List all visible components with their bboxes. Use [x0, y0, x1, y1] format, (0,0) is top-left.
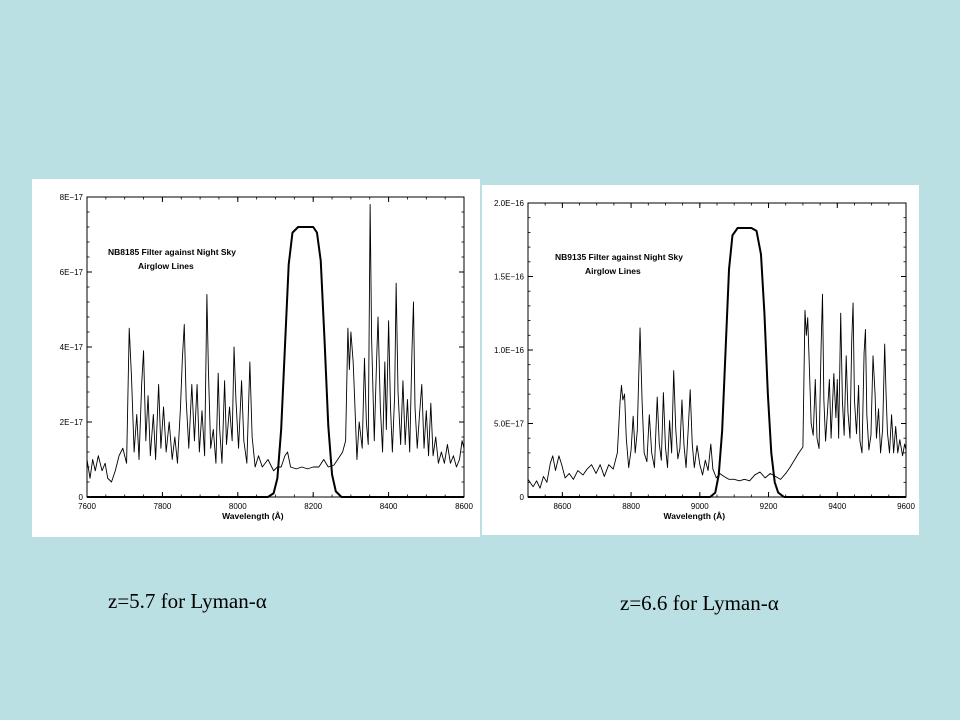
right-airglow-spectrum [527, 293, 907, 489]
right-ytick-label: 1.0E−16 [494, 346, 525, 355]
right-caption: z=6.6 for Lyman-α [620, 591, 779, 615]
right-ytick-label: 1.5E−16 [494, 273, 525, 282]
left-plot-frame [86, 196, 465, 498]
left-ytick-label: 2E−17 [60, 418, 84, 427]
left-filter-curve [87, 226, 464, 498]
left-xtick-label: 8600 [455, 502, 473, 511]
left-xtick-label: 8400 [380, 502, 398, 511]
right-spectrum-chart: 8600 8800 9000 9200 9400 9600 0 5.0E−17 1.0E−16 1… [494, 199, 915, 521]
left-spectrum-chart: 7600 7800 8000 8200 8400 8600 0 2E−17 4E−17 6E−17… [60, 193, 474, 521]
right-chart-panel: 8600 8800 9000 9200 9400 9600 0 5.0E−17 1.0E−16 1… [482, 185, 919, 535]
right-xtick-label: 9600 [897, 502, 915, 511]
right-annotation-line: NB9135 Filter against Night Sky [555, 252, 683, 262]
left-caption: z=5.7 for Lyman-α [108, 589, 267, 613]
right-xtick-label: 9000 [691, 502, 709, 511]
left-annotation-line: NB8185 Filter against Night Sky [108, 247, 236, 257]
left-ytick-label: 6E−17 [60, 268, 84, 277]
left-xtick-label: 7600 [78, 502, 96, 511]
right-ytick-label: 0 [520, 493, 525, 502]
left-ytick-label: 0 [79, 493, 84, 502]
left-ytick-label: 4E−17 [60, 343, 84, 352]
right-ytick-label: 2.0E−16 [494, 199, 525, 208]
right-annotation-line: Airglow Lines [585, 266, 641, 276]
right-plot-frame [527, 202, 907, 498]
right-xtick-label: 9200 [760, 502, 778, 511]
right-xtick-label: 9400 [828, 502, 846, 511]
right-filter-curve [528, 226, 906, 498]
left-xtick-label: 8200 [304, 502, 322, 511]
right-xtick-label: 8800 [622, 502, 640, 511]
right-xaxis-title: Wavelength (Å) [664, 511, 726, 521]
left-ytick-label: 8E−17 [60, 193, 84, 202]
left-airglow-spectrum [86, 204, 465, 483]
left-xtick-label: 8000 [229, 502, 247, 511]
right-ytick-label: 5.0E−17 [494, 420, 525, 429]
left-chart-panel: 7600 7800 8000 8200 8400 8600 0 2E−17 4E−17 6E−17… [32, 179, 480, 537]
left-xtick-label: 7800 [154, 502, 172, 511]
right-xtick-label: 8600 [553, 502, 571, 511]
left-annotation-line: Airglow Lines [138, 261, 194, 271]
left-xaxis-title: Wavelength (Å) [222, 511, 284, 521]
